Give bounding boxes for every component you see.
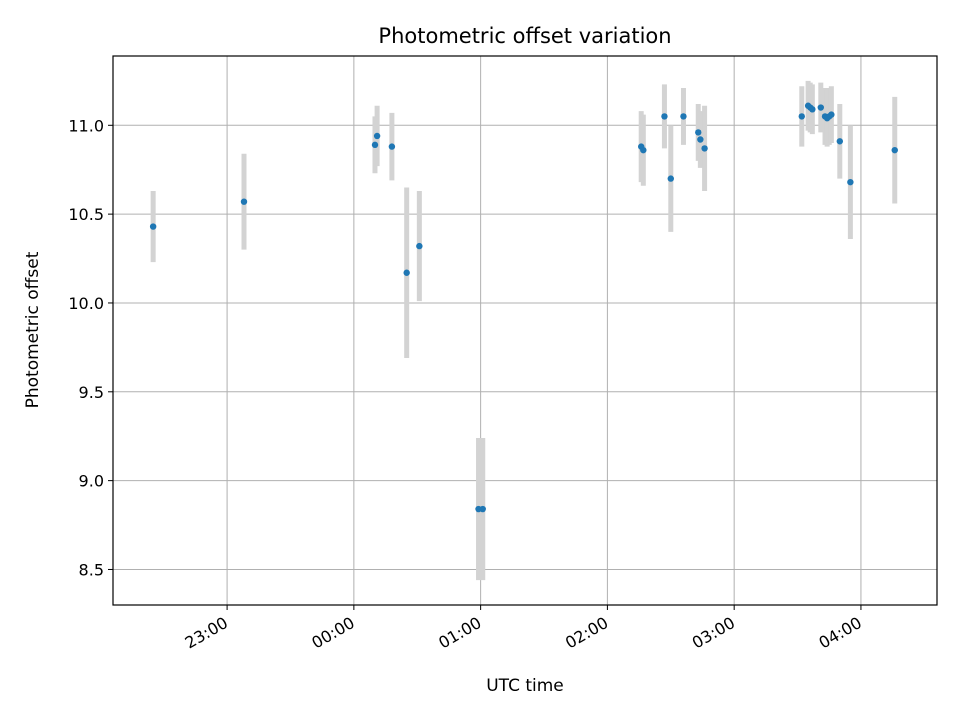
chart-title: Photometric offset variation (378, 24, 671, 48)
data-point (149, 223, 157, 230)
y-axis-label: Photometric offset (23, 251, 43, 408)
grid (113, 56, 937, 605)
plot-frame (112, 55, 938, 606)
data-point (798, 113, 805, 120)
data-point (240, 198, 248, 205)
data-points (149, 102, 898, 513)
data-point (695, 129, 702, 136)
y-tick-label: 11.0 (68, 116, 104, 135)
data-point (836, 138, 844, 145)
data-point (847, 178, 854, 186)
data-point (891, 146, 898, 154)
data-point (403, 269, 410, 276)
y-tick-label: 10.0 (68, 294, 104, 313)
data-point (809, 106, 816, 113)
data-point (373, 132, 381, 140)
data-point (701, 145, 708, 152)
data-point (416, 242, 423, 250)
y-axis-ticks: 8.5 9.0 9.5 10.0 10.5 11.0 (68, 116, 113, 579)
data-point (667, 175, 674, 182)
data-point (817, 104, 824, 111)
data-point (828, 111, 835, 118)
data-point (640, 146, 647, 154)
data-point (680, 113, 687, 120)
y-tick-label: 8.5 (79, 560, 104, 579)
data-point (697, 136, 704, 143)
y-tick-label: 9.0 (79, 472, 104, 491)
data-point (479, 505, 486, 513)
data-point (388, 143, 396, 150)
y-tick-label: 10.5 (68, 205, 104, 224)
data-point (661, 113, 668, 120)
x-axis-label: UTC time (486, 676, 564, 696)
y-tick-label: 9.5 (79, 383, 104, 402)
data-point (371, 141, 379, 149)
